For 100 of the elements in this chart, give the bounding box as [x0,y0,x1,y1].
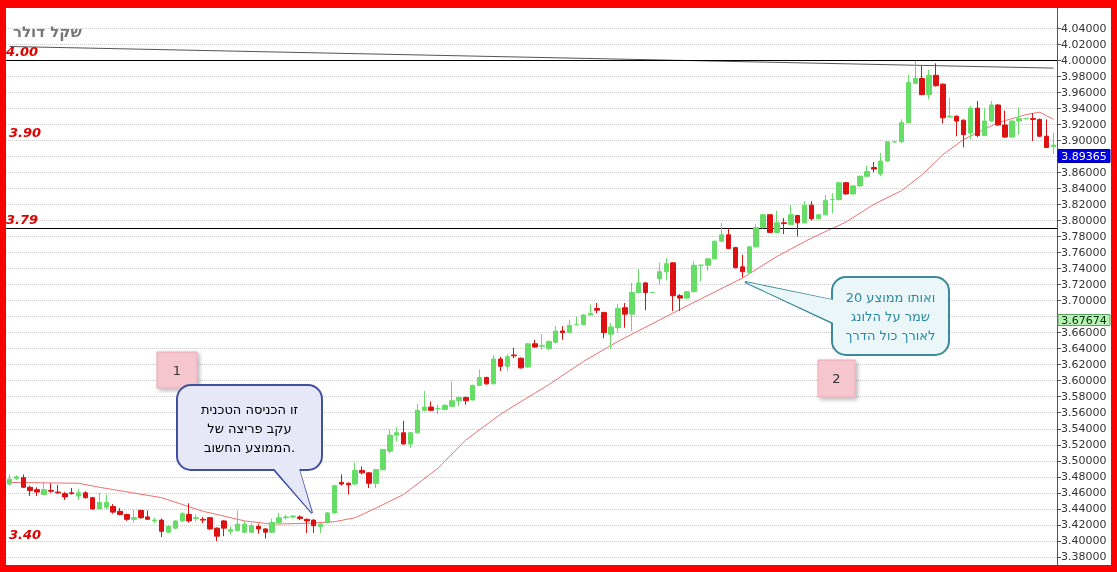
candlestick [525,342,531,369]
candlestick [263,527,268,540]
candlestick [131,509,137,524]
candlestick [511,347,517,359]
candlestick [532,339,538,349]
y-tick-label: 3.80000 [1061,213,1107,227]
y-tick-label: 3.56000 [1061,406,1107,420]
candlestick [954,114,959,137]
y-tick-label: 3.90000 [1061,133,1107,147]
y-tick-label: 3.82000 [1061,197,1107,211]
candlestick [332,484,337,515]
candlestick [594,302,600,314]
candlestick [173,519,178,530]
candlestick [256,523,261,535]
y-tick-label: 3.64000 [1061,342,1107,356]
y-tick-label: 3.44000 [1061,502,1107,516]
candlestick [601,311,607,339]
candlestick [919,65,925,96]
candlestick [97,492,102,510]
candlestick [7,473,12,487]
candlestick [982,107,987,137]
annotation: 3.90 [9,124,42,140]
candlestick [781,217,787,235]
annotation: 3.40 [9,526,42,542]
y-tick-label: 3.92000 [1061,117,1107,131]
y-tick-label: 3.72000 [1061,278,1107,291]
text: 3.67674 [1061,313,1107,327]
candlestick [816,213,821,221]
candlestick [878,152,883,177]
y-tick-label: 3.48000 [1061,470,1107,484]
text: 3.89365 [1061,149,1107,163]
y-tick-label: 3.40000 [1061,534,1107,548]
y-tick-label: 3.46000 [1061,486,1107,500]
candlestick [470,384,475,402]
candlestick [83,490,88,499]
candlestick [802,200,807,225]
candlestick [325,511,330,524]
candlestick [989,100,994,123]
candlestick [297,514,303,521]
candlestick [871,161,877,173]
candlestick [664,257,669,281]
y-tick-label: 4.00000 [1061,53,1107,67]
candlestick [885,140,890,163]
candlestick [899,118,904,144]
candlestick [961,118,966,148]
candlestick [567,319,572,334]
candlestick [166,524,171,534]
y-tick-label: 3.62000 [1061,358,1107,372]
candlestick [346,481,351,495]
candlestick [104,493,109,510]
ref-line-label: 3.79 [6,212,39,228]
candlestick [823,194,828,217]
candlestick [643,281,648,311]
candlestick [843,181,849,196]
y-tick-label: 3.60000 [1061,374,1107,388]
candlestick [491,354,496,385]
y-tick-label: 3.38000 [1061,550,1107,564]
candlestick [401,420,406,446]
candlestick [249,522,254,534]
candlestick [788,204,794,226]
candlestick [428,401,434,412]
candlestick [415,403,420,435]
candlestick [152,517,157,524]
candlestick [352,461,358,486]
y-tick-label: 3.94000 [1061,101,1107,115]
candlestick [41,481,47,495]
y-tick-label: 3.42000 [1061,518,1107,532]
candlestick [719,222,724,243]
candlestick [795,214,800,237]
candlestick [968,105,973,140]
candlestick [477,368,482,386]
candlestick [975,100,980,138]
candlestick [408,431,413,449]
candlestick [180,511,185,523]
y-tick-label: 3.50000 [1061,454,1107,468]
y-tick-label: 3.70000 [1061,294,1107,308]
candlestick [76,488,81,501]
annotation: ואותו ממוצע 20 שמר על הלונג לאורך כול הדרך [845,290,936,343]
y-tick-label: 3.98000 [1061,69,1107,83]
y-tick-label: 3.74000 [1061,261,1107,275]
candlestick [505,353,510,372]
candlestick [498,356,503,372]
y-tick-label: 3.78000 [1061,229,1107,243]
candlestick [1044,118,1049,149]
candlestick [657,262,662,285]
candlestick [518,356,524,370]
candlestick [339,473,344,487]
y-tick-label: 3.54000 [1061,422,1107,436]
candlestick [622,302,628,329]
candlestick [560,325,565,341]
y-tick-label: 3.52000 [1061,438,1107,452]
annotation: 2 [832,371,841,386]
candlestick [318,522,323,534]
candlestick [581,313,586,326]
y-tick-label: 3.96000 [1061,85,1107,99]
candlestick [726,227,731,250]
ref-line-label: 4.00 [5,44,39,60]
y-tick-label: 3.76000 [1061,245,1107,259]
candlestick [767,213,773,234]
candlestick [228,526,233,536]
